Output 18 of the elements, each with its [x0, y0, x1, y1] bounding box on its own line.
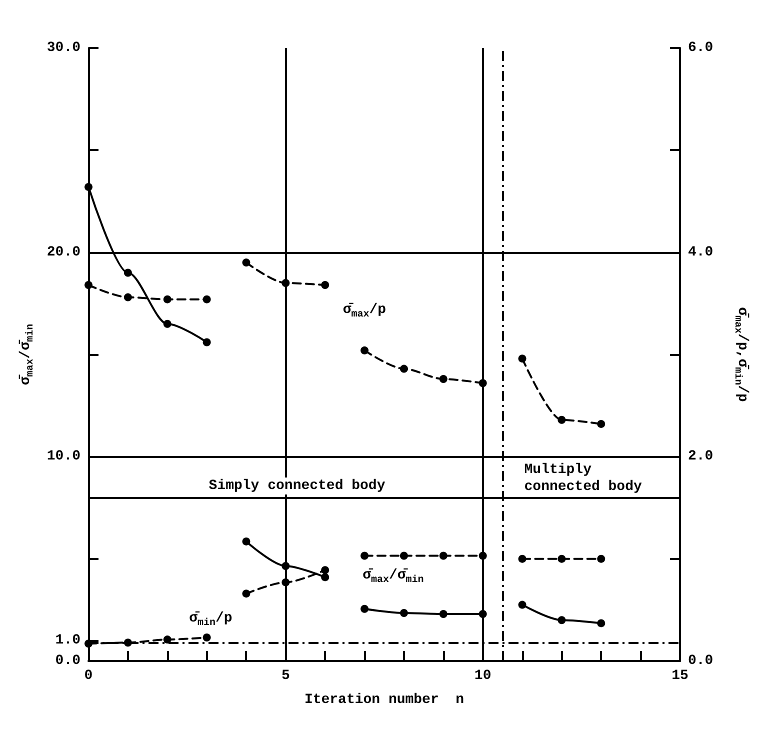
- x-tick-label: 0: [84, 668, 93, 684]
- y2-tick-label: 0.0: [688, 653, 714, 669]
- y-tick-label: 20.0: [46, 244, 81, 260]
- y-tick-label: 0.0: [55, 653, 81, 669]
- x-tick-label: 10: [474, 668, 492, 684]
- y2-axis-title: σ̄max/p,σ̄min/p: [732, 307, 750, 402]
- y-tick-label: 10.0: [46, 448, 81, 465]
- annotation: Multiply connected body: [524, 462, 642, 495]
- y2-tick-label: 2.0: [688, 448, 714, 465]
- y2-tick-label: 6.0: [688, 40, 714, 56]
- y-tick-label: 30.0: [46, 40, 81, 56]
- x-tick-label: 5: [281, 668, 290, 684]
- y2-tick-label: 4.0: [688, 244, 714, 260]
- y-axis-title: σ̄max/σ̄min: [18, 324, 36, 386]
- annotation: Simply connected body: [208, 478, 386, 494]
- y-tick-label: 1.0: [55, 632, 81, 649]
- x-tick-label: 15: [672, 668, 688, 684]
- x-axis-title: Iteration number n: [304, 692, 464, 708]
